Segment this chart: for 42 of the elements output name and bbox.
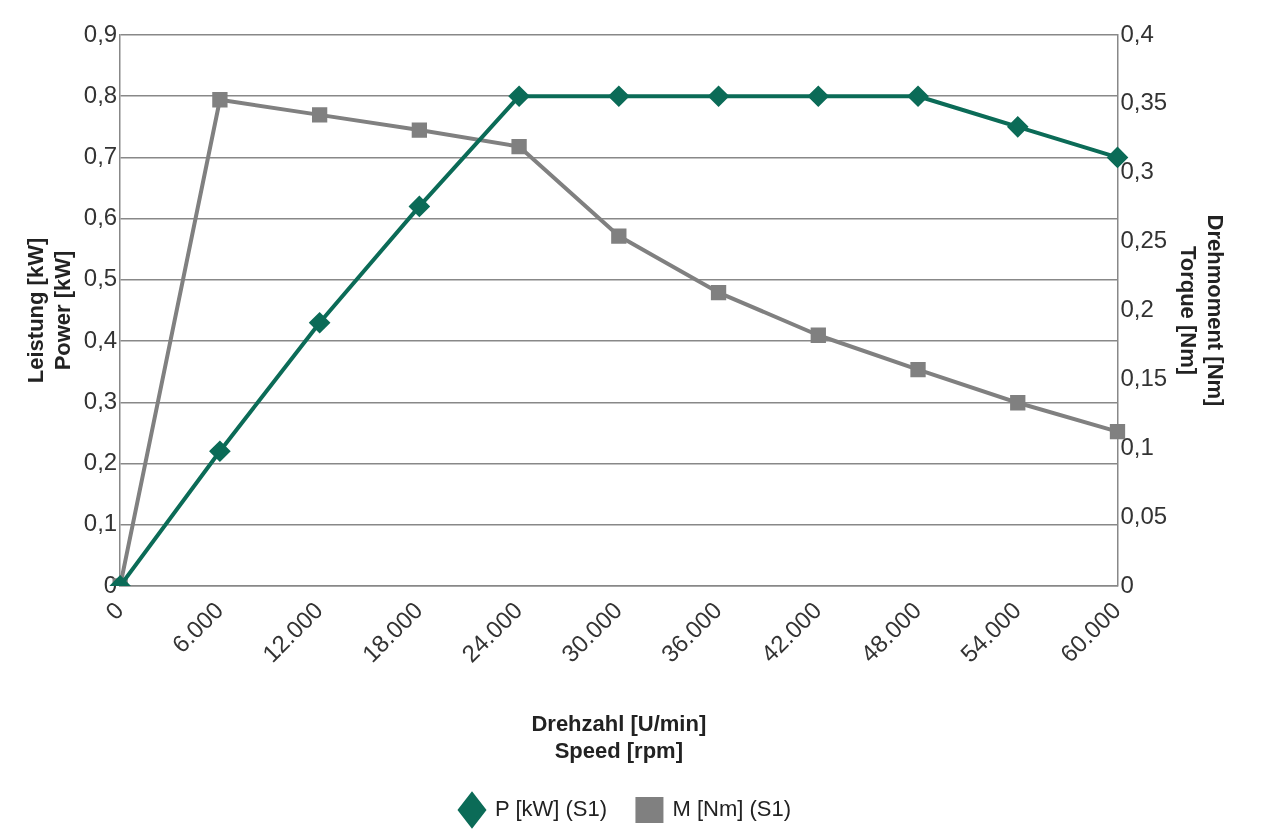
legend-label: P [kW] (S1) <box>495 796 608 822</box>
y-axis-title: Leistung [kW] Power [kW] <box>23 237 75 384</box>
y2-tick-label: 0 <box>1120 570 1134 598</box>
point <box>411 122 428 138</box>
y-tick-label: 0,8 <box>83 80 118 108</box>
point <box>608 86 629 107</box>
point <box>810 327 826 343</box>
y-tick-label: 0,6 <box>83 203 118 231</box>
point <box>611 228 627 244</box>
point <box>1010 395 1026 411</box>
point <box>311 107 328 123</box>
y2-tick-label: 0,4 <box>1120 19 1154 47</box>
y-tick-label: 0,5 <box>83 264 118 292</box>
point <box>808 86 829 107</box>
point <box>509 86 530 107</box>
y-tick-label: 0,4 <box>83 325 118 353</box>
point <box>209 441 230 462</box>
point <box>212 92 228 108</box>
y2-tick-label: 0,05 <box>1120 501 1168 529</box>
legend-label: M [Nm] (S1) <box>672 796 792 822</box>
point <box>1109 424 1126 440</box>
y2-axis-title: Drehmoment [Nm] Torque [Nm] <box>1176 214 1228 407</box>
point <box>409 196 430 217</box>
point <box>710 284 727 301</box>
point <box>910 362 926 378</box>
y-tick-label: 0,1 <box>83 509 118 537</box>
y-tick-label: 0,9 <box>83 19 118 47</box>
point <box>908 86 929 107</box>
y2-tick-label: 0,25 <box>1120 226 1168 254</box>
point <box>511 138 527 155</box>
point <box>1007 116 1028 137</box>
y2-tick-label: 0,35 <box>1120 88 1168 116</box>
y2-tick-label: 0,3 <box>1120 157 1154 185</box>
point <box>708 86 729 107</box>
y-tick-label: 0,2 <box>83 448 118 476</box>
y-tick-label: 0,3 <box>83 386 118 414</box>
point <box>309 312 330 333</box>
y2-tick-label: 0,2 <box>1120 295 1154 323</box>
y-tick-label: 0,7 <box>83 142 118 170</box>
x-axis-title: Drehzahl [U/min] Speed [rpm] <box>531 711 707 763</box>
y2-tick-label: 0,15 <box>1120 363 1168 391</box>
y2-tick-label: 0,1 <box>1120 432 1154 460</box>
